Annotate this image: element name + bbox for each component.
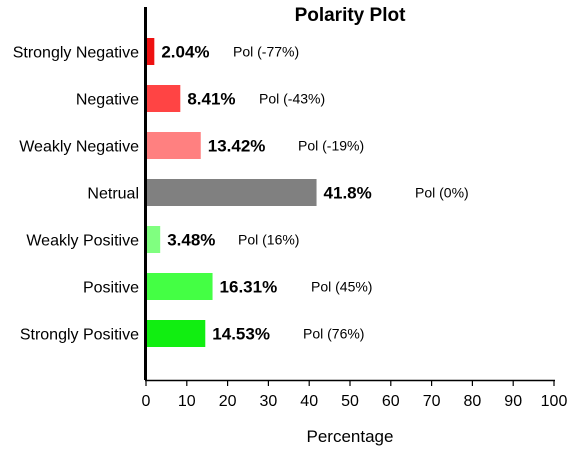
polarity-label-1: Pol (-77%) bbox=[233, 44, 299, 60]
polarity-label-7: Pol (76%) bbox=[303, 326, 364, 342]
x-tick-label-30: 30 bbox=[260, 393, 278, 410]
x-tick-label-20: 20 bbox=[219, 393, 237, 410]
value-label-3: 13.42% bbox=[208, 137, 266, 156]
bar-2 bbox=[146, 85, 181, 112]
x-tick-label-60: 60 bbox=[382, 393, 400, 410]
category-label-4: Netrual bbox=[87, 186, 139, 203]
x-ticks-layer: 0 10 20 30 40 50 60 70 80 90 100 bbox=[142, 380, 568, 410]
polarity-label-3: Pol (-19%) bbox=[298, 138, 364, 154]
bar-5 bbox=[146, 226, 161, 253]
category-label-6: Positive bbox=[83, 280, 139, 297]
x-tick-label-90: 90 bbox=[504, 393, 522, 410]
chart-title: Polarity Plot bbox=[295, 5, 407, 26]
x-tick-label-100: 100 bbox=[541, 393, 568, 410]
bars-layer: Strongly Negative 2.04% Pol (-77%) Negative… bbox=[13, 38, 469, 347]
category-label-5: Weakly Positive bbox=[26, 233, 139, 250]
bar-6 bbox=[146, 273, 213, 300]
value-label-7: 14.53% bbox=[212, 325, 270, 344]
polarity-label-2: Pol (-43%) bbox=[259, 91, 325, 107]
polarity-label-4: Pol (0%) bbox=[415, 185, 469, 201]
category-label-2: Negative bbox=[76, 92, 139, 109]
x-tick-label-80: 80 bbox=[464, 393, 482, 410]
bar-4 bbox=[146, 179, 317, 206]
polarity-label-5: Pol (16%) bbox=[238, 232, 299, 248]
x-tick-label-50: 50 bbox=[341, 393, 359, 410]
x-tick-label-0: 0 bbox=[142, 393, 151, 410]
bar-3 bbox=[146, 132, 201, 159]
value-label-6: 16.31% bbox=[220, 278, 278, 297]
category-label-7: Strongly Positive bbox=[20, 327, 139, 344]
value-label-1: 2.04% bbox=[161, 43, 209, 62]
polarity-label-6: Pol (45%) bbox=[311, 279, 372, 295]
x-axis-label: Percentage bbox=[307, 427, 394, 446]
category-label-3: Weakly Negative bbox=[19, 139, 139, 156]
value-label-2: 8.41% bbox=[187, 90, 235, 109]
value-label-5: 3.48% bbox=[167, 231, 215, 250]
x-tick-label-70: 70 bbox=[423, 393, 441, 410]
bar-7 bbox=[146, 320, 206, 347]
bar-1 bbox=[146, 38, 155, 65]
x-tick-label-10: 10 bbox=[178, 393, 196, 410]
value-label-4: 41.8% bbox=[324, 184, 372, 203]
category-label-1: Strongly Negative bbox=[13, 45, 139, 62]
x-tick-label-40: 40 bbox=[300, 393, 318, 410]
